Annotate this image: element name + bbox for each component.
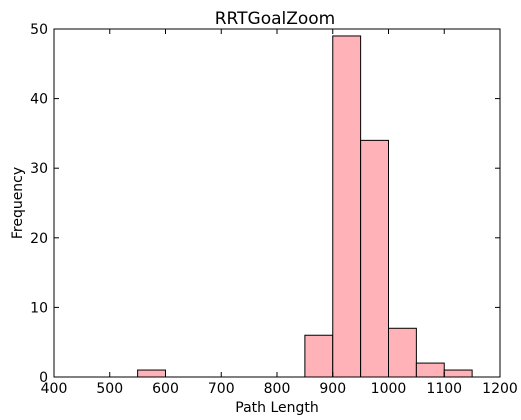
y-tick-label-3: 30 (30, 161, 48, 177)
x-tick-label-3: 700 (208, 381, 235, 397)
y-axis-label: Frequency (10, 167, 26, 239)
x-tick-label-8: 1200 (482, 381, 518, 397)
x-tick-label-5: 900 (319, 381, 346, 397)
histogram-bar-2 (332, 35, 362, 378)
x-tick-label-0: 400 (41, 381, 68, 397)
histogram-bar-0 (137, 369, 166, 378)
chart-title: RRTGoalZoom (215, 9, 336, 29)
x-tick-label-6: 1000 (371, 381, 407, 397)
histogram-bar-5 (415, 362, 445, 378)
x-tick-label-4: 800 (264, 381, 291, 397)
plot-frame (53, 28, 501, 378)
x-tick-label-2: 600 (152, 381, 179, 397)
y-tick-label-2: 20 (30, 231, 48, 247)
x-axis-label: Path Length (235, 400, 319, 416)
x-tick-label-1: 500 (96, 381, 123, 397)
y-tick-label-1: 10 (30, 300, 48, 316)
histogram-bar-1 (304, 334, 334, 378)
ticks-group: 400 500 600 700 800 900 1000 1100 1200 0 10 20 30 40 5… (30, 22, 518, 397)
y-tick-label-0: 0 (39, 370, 48, 386)
histogram-bar-4 (388, 327, 417, 378)
bars-group (137, 35, 473, 378)
y-tick-label-5: 50 (30, 22, 48, 38)
histogram-bar-3 (360, 139, 389, 378)
y-tick-label-4: 40 (30, 92, 48, 108)
x-tick-label-7: 1100 (426, 381, 462, 397)
histogram-bar-6 (443, 369, 473, 378)
